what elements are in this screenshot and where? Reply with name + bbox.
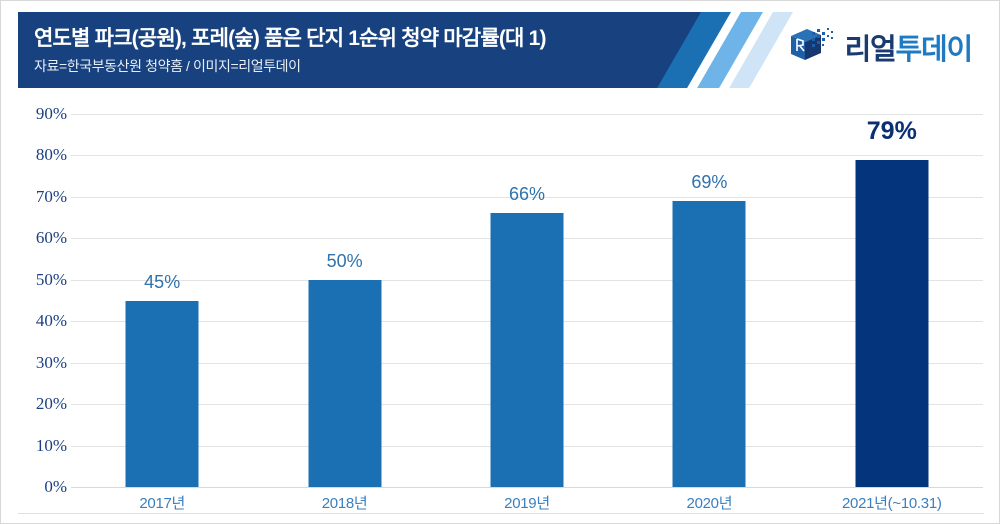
y-axis-tick-label: 60% <box>35 228 67 248</box>
y-axis: 90% 80% 70% 60% 50% 40% 30% 20% 10% 0% <box>1 105 67 523</box>
gridline <box>71 155 983 157</box>
page-title: 연도별 파크(공원), 포레(숲) 품은 단지 1순위 청약 마감률(대 1) <box>34 27 546 50</box>
y-axis-tick-label: 0% <box>44 477 67 496</box>
y-axis-tick-label: 70% <box>35 186 67 206</box>
page-subtitle: 자료=한국부동산원 청약홈 / 이미지=리얼투데이 <box>34 58 301 74</box>
bar-chart: 90% 80% 70% 60% 50% 40% 30% 20% 10% 0% 45% 50% 66% 6… <box>1 96 999 523</box>
bar-value-label: 66% <box>508 184 545 205</box>
y-axis-tick-label: 10% <box>35 435 67 455</box>
bar[interactable] <box>490 213 564 487</box>
bar[interactable] <box>308 279 382 487</box>
y-axis-tick-label: 20% <box>35 394 67 414</box>
x-axis-category-label: 2019년 <box>504 495 550 512</box>
y-axis-tick-label: 80% <box>35 145 67 165</box>
brand-name-part2: 투데이 <box>895 33 974 66</box>
bar-slot: 66% <box>436 114 618 487</box>
y-axis-tick-label: 30% <box>35 352 67 372</box>
bar-value-label: 50% <box>326 250 363 271</box>
bar-slot: 79% <box>801 114 983 487</box>
x-axis-category-label: 2021년(~10.31) <box>842 495 942 512</box>
bar[interactable] <box>855 159 929 487</box>
bar-slot: 50% <box>253 114 435 487</box>
bar-slot: 45% <box>71 114 253 487</box>
bar-slot: 69% <box>618 114 800 487</box>
cube-pixel-icon <box>790 28 833 60</box>
brand-logo-text: 리얼투데이 <box>844 33 974 66</box>
y-axis-tick-label: 40% <box>35 311 67 331</box>
x-axis-categories: 2017년 2018년 2019년 2020년 2021년(~10.31) <box>71 492 983 522</box>
header-navy-block <box>18 12 718 88</box>
bar-value-label: 45% <box>144 271 181 292</box>
bar-series: 45% 50% 66% 69% 79% <box>71 114 983 487</box>
brand-name-part1: 리얼 <box>844 33 897 66</box>
y-axis-tick-label: 50% <box>35 269 67 289</box>
bar-value-label: 79% <box>866 116 917 145</box>
x-axis-category-label: 2017년 <box>139 495 186 512</box>
gridline <box>71 196 983 198</box>
x-axis-baseline <box>71 487 983 488</box>
x-axis-category-label: 2020년 <box>686 495 733 512</box>
gridline <box>71 114 983 115</box>
y-axis-tick-label: 90% <box>35 104 67 123</box>
bottom-divider <box>18 513 984 514</box>
bar-value-label: 69% <box>691 172 728 193</box>
bar[interactable] <box>672 201 746 487</box>
header-banner: 연도별 파크(공원), 포레(숲) 품은 단지 1순위 청약 마감률(대 1) … <box>18 12 984 88</box>
bar[interactable] <box>125 300 199 487</box>
brand-logo: 리얼투데이 <box>787 26 974 74</box>
x-axis-category-label: 2018년 <box>321 495 368 512</box>
